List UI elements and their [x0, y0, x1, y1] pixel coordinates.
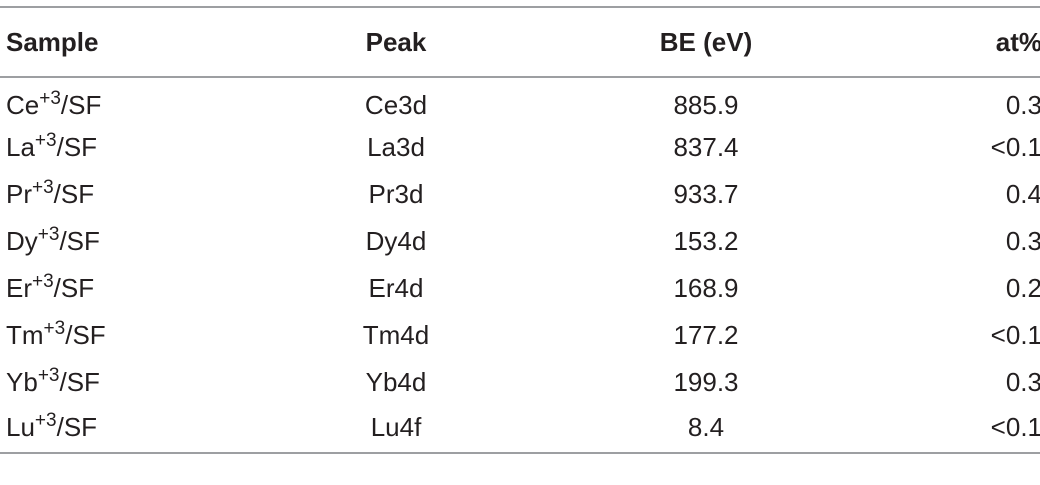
- sample-suffix: /SF: [59, 367, 100, 397]
- sample-suffix: /SF: [56, 132, 98, 162]
- cell-at: 0.3: [1005, 89, 1040, 120]
- sample-element: Lu: [6, 411, 35, 442]
- cell-peak: Dy4d: [365, 226, 427, 256]
- table-body: Ce+3/SF Ce3d 885.9 0.3 La+3/SF La3d 837.…: [0, 77, 1040, 454]
- cell-peak: Pr3d: [368, 179, 424, 209]
- header-at: at%: [886, 6, 1040, 78]
- cell-peak: Tm4d: [362, 320, 430, 350]
- table-row: Dy+3/SF Dy4d 153.2 0.3: [0, 218, 1040, 265]
- cell-sample: Dy+3/SF: [0, 218, 266, 265]
- header-peak: Peak: [266, 6, 526, 78]
- cell-be: 837.4: [673, 132, 739, 162]
- cell-be: 168.9: [673, 273, 739, 303]
- sample-charge: +3: [37, 365, 60, 386]
- table-row: Pr+3/SF Pr3d 933.7 0.4: [0, 171, 1040, 218]
- sample-element: Tm: [6, 320, 44, 350]
- cell-sample: Er+3/SF: [0, 265, 266, 312]
- sample-charge: +3: [32, 177, 54, 198]
- cell-at: <0.1: [886, 406, 1040, 454]
- table-header: Sample Peak BE (eV) at%: [0, 6, 1040, 78]
- cell-at: <0.1: [990, 320, 1040, 350]
- cell-at: 0.3: [1005, 367, 1040, 397]
- sample-element: Ce: [6, 89, 40, 120]
- header-row: Sample Peak BE (eV) at%: [0, 6, 1040, 78]
- sample-suffix: /SF: [60, 89, 102, 120]
- cell-sample: Ce+3/SF: [0, 77, 266, 124]
- cell-peak: La3d: [367, 132, 425, 162]
- cell-be: 153.2: [673, 226, 739, 256]
- sample-suffix: /SF: [53, 179, 95, 209]
- table-row: Tm+3/SF Tm4d 177.2 <0.1: [0, 312, 1040, 359]
- sample-element: La: [6, 132, 35, 162]
- sample-charge: +3: [34, 409, 57, 431]
- cell-peak: Er4d: [368, 273, 424, 303]
- sample-charge: +3: [43, 318, 66, 339]
- sample-suffix: /SF: [65, 320, 106, 350]
- sample-suffix: /SF: [53, 273, 95, 303]
- sample-charge: +3: [37, 224, 60, 245]
- sample-element: Yb: [6, 367, 38, 397]
- cell-be: 933.7: [673, 179, 739, 209]
- sample-element: Pr: [6, 179, 32, 209]
- cell-sample: Pr+3/SF: [0, 171, 266, 218]
- sample-element: Dy: [6, 226, 38, 256]
- cell-peak: Yb4d: [365, 367, 427, 397]
- table-row: Yb+3/SF Yb4d 199.3 0.3: [0, 359, 1040, 406]
- cell-at: 0.4: [1005, 179, 1040, 209]
- cell-at: 0.3: [1005, 226, 1040, 256]
- cell-peak: Lu4f: [266, 406, 526, 454]
- cell-sample: Yb+3/SF: [0, 359, 266, 406]
- cell-peak: Ce3d: [364, 89, 428, 120]
- cell-be: 199.3: [673, 367, 739, 397]
- table-row: La+3/SF La3d 837.4 <0.1: [0, 124, 1040, 171]
- cell-sample: Lu+3/SF: [0, 406, 266, 454]
- table-row: Ce+3/SF Ce3d 885.9 0.3: [0, 77, 1040, 124]
- sample-charge: +3: [39, 87, 61, 109]
- cell-be: 8.4: [526, 406, 886, 454]
- sample-charge: +3: [32, 271, 54, 292]
- cell-at: 0.2: [1005, 273, 1040, 303]
- sample-suffix: /SF: [56, 411, 98, 442]
- cell-be: 177.2: [673, 320, 739, 350]
- header-sample: Sample: [0, 6, 266, 78]
- sample-charge: +3: [34, 130, 57, 151]
- sample-suffix: /SF: [59, 226, 100, 256]
- cell-sample: Tm+3/SF: [0, 312, 266, 359]
- cell-be: 885.9: [673, 89, 739, 120]
- table-row: Lu+3/SF Lu4f 8.4 <0.1: [0, 406, 1040, 454]
- xps-table: Sample Peak BE (eV) at% Ce+3/SF Ce3d 885…: [0, 6, 1040, 454]
- cell-sample: La+3/SF: [0, 124, 266, 171]
- cell-at: <0.1: [990, 132, 1040, 162]
- sample-element: Er: [6, 273, 32, 303]
- header-be: BE (eV): [526, 6, 886, 78]
- table-row: Er+3/SF Er4d 168.9 0.2: [0, 265, 1040, 312]
